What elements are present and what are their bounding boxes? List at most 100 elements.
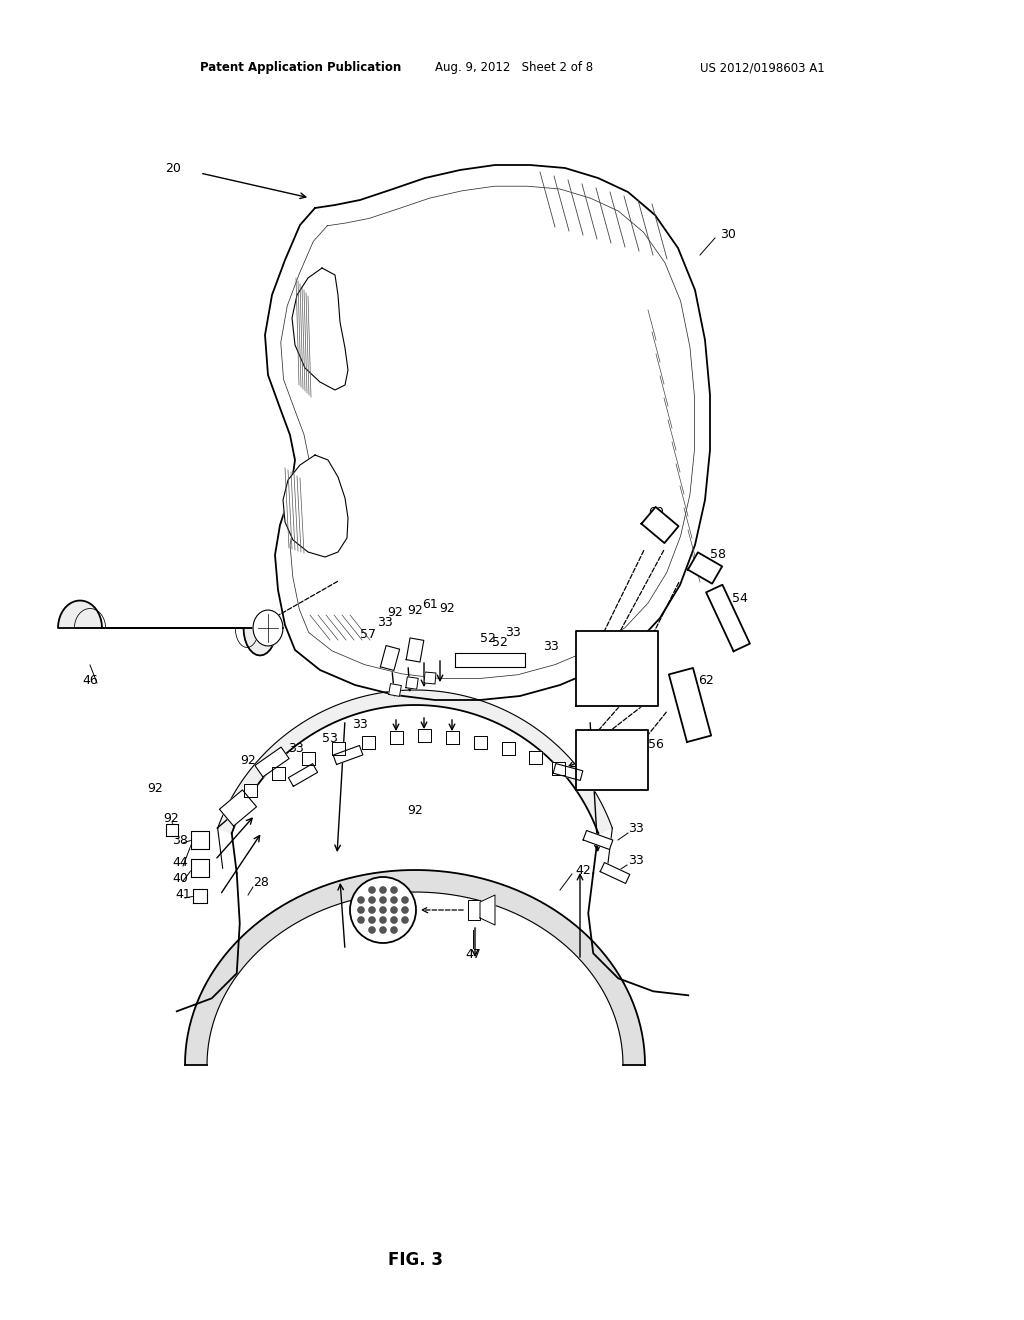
Polygon shape	[218, 690, 612, 833]
Polygon shape	[191, 832, 209, 849]
Polygon shape	[641, 507, 679, 543]
Circle shape	[390, 907, 397, 913]
Polygon shape	[406, 677, 418, 689]
Circle shape	[380, 887, 386, 894]
Polygon shape	[600, 862, 630, 883]
Polygon shape	[244, 784, 256, 796]
Polygon shape	[191, 859, 209, 876]
Text: 33: 33	[377, 615, 393, 628]
Circle shape	[380, 896, 386, 903]
Circle shape	[369, 907, 376, 913]
Polygon shape	[424, 672, 436, 684]
Text: 52: 52	[492, 636, 508, 649]
Polygon shape	[333, 746, 362, 764]
Text: 56: 56	[648, 738, 664, 751]
Text: 46: 46	[82, 673, 97, 686]
Circle shape	[357, 896, 365, 903]
Text: 33: 33	[352, 718, 368, 731]
Text: 60: 60	[648, 507, 664, 520]
Circle shape	[390, 887, 397, 894]
Circle shape	[350, 876, 416, 942]
Polygon shape	[688, 552, 722, 583]
Polygon shape	[361, 735, 375, 748]
Text: 61: 61	[422, 598, 438, 610]
Polygon shape	[575, 631, 658, 705]
Circle shape	[390, 896, 397, 903]
Polygon shape	[292, 268, 348, 389]
Text: 54: 54	[732, 591, 748, 605]
Circle shape	[357, 916, 365, 924]
Text: 44: 44	[172, 857, 187, 870]
Text: 40: 40	[172, 871, 187, 884]
Polygon shape	[389, 730, 402, 743]
Circle shape	[369, 916, 376, 924]
Polygon shape	[445, 730, 459, 743]
Circle shape	[401, 916, 409, 924]
Polygon shape	[380, 645, 399, 671]
Text: 52: 52	[480, 631, 496, 644]
Polygon shape	[283, 455, 348, 557]
Polygon shape	[219, 789, 257, 826]
Text: 33: 33	[628, 854, 644, 866]
Text: 92: 92	[163, 812, 179, 825]
Polygon shape	[193, 888, 207, 903]
Text: 20: 20	[165, 161, 181, 174]
Polygon shape	[407, 638, 424, 663]
Text: 92: 92	[408, 804, 423, 817]
Text: US 2012/0198603 A1: US 2012/0198603 A1	[700, 62, 824, 74]
Text: 57: 57	[360, 628, 376, 642]
Polygon shape	[166, 824, 178, 836]
Circle shape	[357, 907, 365, 913]
Text: 92: 92	[408, 603, 423, 616]
Polygon shape	[418, 729, 430, 742]
Polygon shape	[389, 684, 401, 697]
Polygon shape	[583, 830, 613, 850]
Text: 33: 33	[505, 626, 521, 639]
FancyBboxPatch shape	[468, 900, 480, 920]
Polygon shape	[301, 751, 314, 764]
Text: 33: 33	[543, 640, 559, 653]
Polygon shape	[289, 764, 317, 787]
Circle shape	[369, 927, 376, 933]
Polygon shape	[265, 165, 710, 700]
Circle shape	[369, 887, 376, 894]
Polygon shape	[58, 601, 276, 656]
Polygon shape	[707, 585, 750, 651]
Circle shape	[390, 916, 397, 924]
Text: 33: 33	[288, 742, 304, 755]
Polygon shape	[528, 751, 542, 763]
Polygon shape	[480, 895, 495, 925]
Text: 50: 50	[618, 642, 634, 655]
Polygon shape	[332, 742, 344, 755]
Polygon shape	[669, 668, 711, 742]
Text: 92: 92	[439, 602, 455, 615]
Polygon shape	[473, 735, 486, 748]
Text: 92: 92	[387, 606, 402, 619]
Text: 92: 92	[240, 754, 256, 767]
Text: 62: 62	[698, 673, 714, 686]
Polygon shape	[185, 870, 645, 1065]
Text: 33: 33	[628, 821, 644, 834]
Text: 42: 42	[575, 863, 591, 876]
Polygon shape	[271, 767, 285, 780]
Circle shape	[401, 907, 409, 913]
Text: 47: 47	[465, 949, 481, 961]
Circle shape	[369, 896, 376, 903]
Polygon shape	[253, 610, 283, 645]
Text: 92: 92	[147, 781, 163, 795]
Text: 41: 41	[175, 888, 190, 902]
Text: Patent Application Publication: Patent Application Publication	[200, 62, 401, 74]
Text: 58: 58	[710, 549, 726, 561]
Text: 53: 53	[323, 731, 338, 744]
Polygon shape	[455, 653, 525, 667]
Circle shape	[380, 907, 386, 913]
Polygon shape	[552, 762, 564, 775]
Text: 38: 38	[172, 833, 187, 846]
Polygon shape	[553, 763, 583, 780]
Text: FIG. 3: FIG. 3	[387, 1251, 442, 1269]
Circle shape	[390, 927, 397, 933]
Polygon shape	[255, 747, 289, 777]
Text: Aug. 9, 2012   Sheet 2 of 8: Aug. 9, 2012 Sheet 2 of 8	[435, 62, 593, 74]
Circle shape	[401, 896, 409, 903]
Polygon shape	[502, 742, 514, 755]
